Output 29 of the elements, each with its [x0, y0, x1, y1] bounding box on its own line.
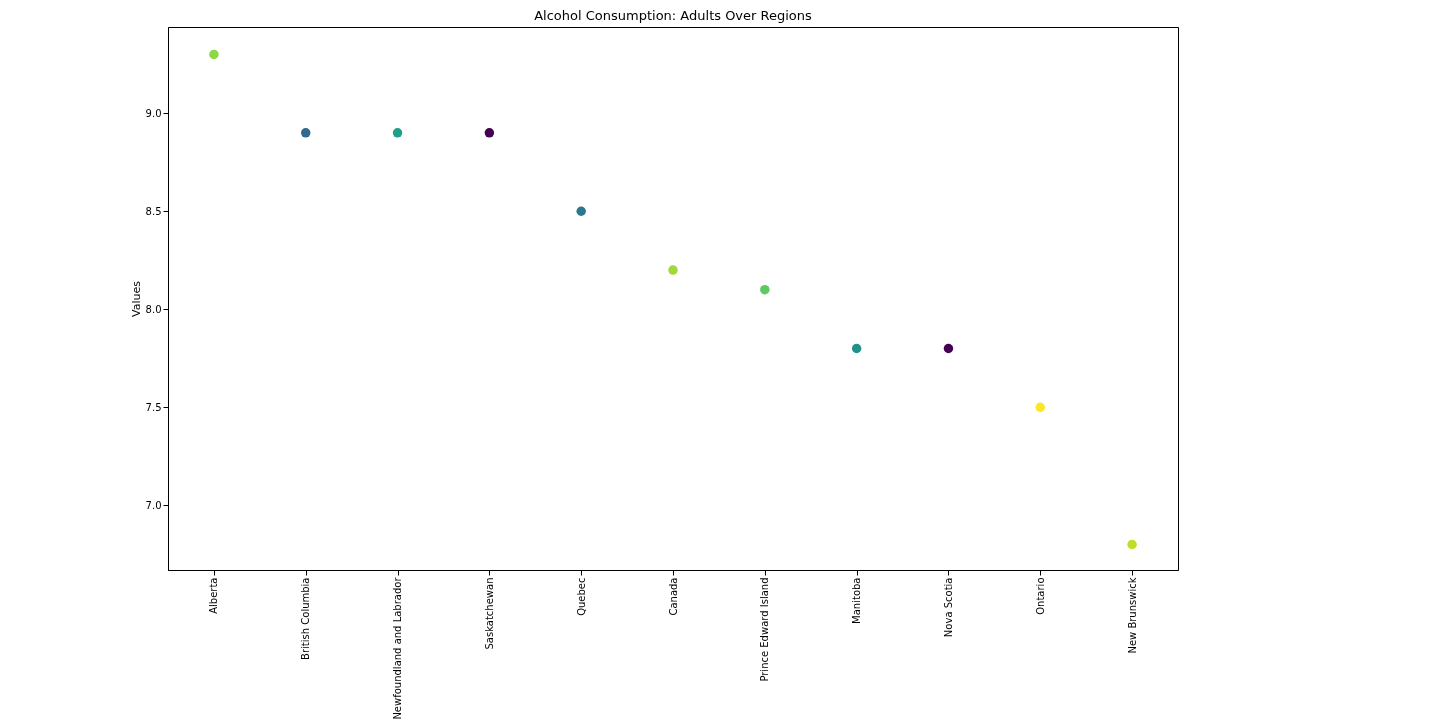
point — [576, 206, 586, 216]
y-tick-label: 7.0 — [145, 499, 162, 511]
chart-title: Alcohol Consumption: Adults Over Regions — [534, 8, 813, 23]
x-tick-label: Quebec — [575, 577, 587, 616]
y-tick-label: 9.0 — [145, 107, 162, 119]
x-tick-label: Saskatchewan — [483, 577, 495, 650]
point — [300, 128, 311, 138]
x-tick-label: New Brunswick — [1126, 577, 1138, 654]
point — [1035, 402, 1046, 413]
x-tick-label: Newfoundland and Labrador — [392, 576, 404, 720]
x-tick-label: British Columbia — [300, 577, 312, 660]
point — [760, 284, 770, 295]
x-tick-label: Prince Edward Island — [759, 577, 771, 682]
point — [851, 343, 862, 354]
x-tick-label: Manitoba — [851, 577, 863, 624]
point — [668, 265, 678, 275]
y-tick-label: 7.5 — [145, 401, 162, 413]
x-tick-label: Alberta — [208, 577, 220, 614]
y-tick-label: 8.5 — [145, 205, 162, 217]
x-tick-label: Ontario — [1034, 577, 1046, 615]
point — [209, 49, 219, 60]
y-axis-title: Values — [129, 280, 143, 317]
point — [943, 343, 954, 354]
x-tick-label: Nova Scotia — [942, 577, 954, 638]
point — [1127, 539, 1137, 550]
point — [484, 128, 495, 138]
x-tick-label: Canada — [667, 577, 679, 616]
y-tick-label: 8.0 — [145, 303, 162, 315]
point — [392, 128, 403, 138]
